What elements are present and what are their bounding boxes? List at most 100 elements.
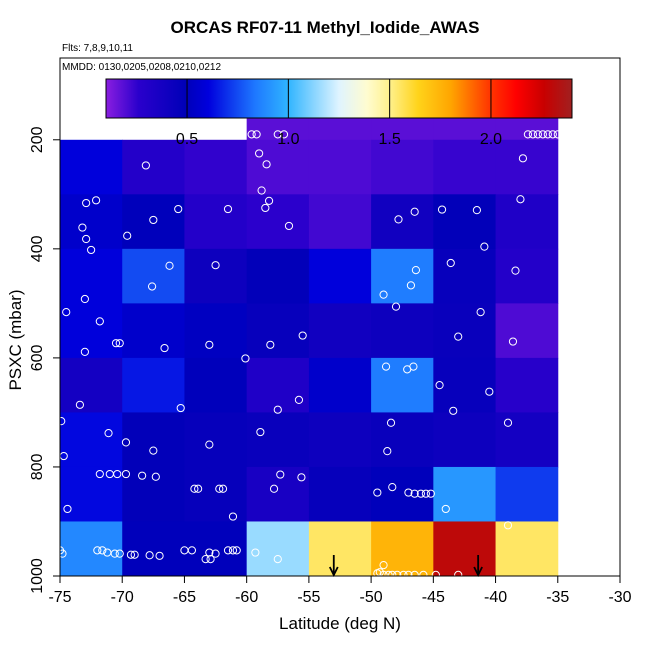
heatmap-cell — [495, 303, 559, 359]
sample-marker — [273, 405, 282, 414]
sample-marker — [269, 484, 279, 493]
sample-marker — [256, 427, 265, 437]
x-tick-label: -45 — [422, 589, 445, 606]
sample-marker — [262, 160, 271, 169]
heatmap-cell — [60, 521, 123, 577]
sample-marker — [503, 521, 513, 530]
sample-marker — [115, 339, 124, 348]
sample-marker — [149, 446, 158, 455]
sample-marker — [95, 317, 104, 326]
heatmap-cell — [308, 466, 372, 522]
heatmap-cell — [60, 412, 123, 468]
y-tick-label: 800 — [29, 454, 46, 481]
sample-marker — [388, 483, 397, 492]
heatmap-cell — [308, 303, 372, 359]
x-tick-label: -50 — [360, 589, 383, 606]
sample-marker — [80, 347, 89, 356]
sample-marker — [446, 258, 455, 268]
sample-marker — [218, 484, 228, 493]
x-tick-label: -60 — [235, 589, 258, 606]
sample-marker — [121, 469, 131, 479]
y-axis-label: PSXC (mbar) — [6, 289, 25, 391]
sample-marker — [411, 266, 421, 275]
plot-frame — [59, 57, 621, 577]
sample-marker — [190, 484, 199, 493]
dates-note: MMDD: 0130,0205,0208,0210,0212 — [62, 62, 222, 73]
flights-note: Flts: 7,8,9,10,11 — [62, 43, 133, 54]
heatmap-cell — [122, 521, 185, 577]
sample-marker — [435, 381, 444, 390]
sample-marker — [383, 447, 392, 456]
sample-marker — [406, 281, 416, 290]
heatmap-cell — [60, 194, 123, 250]
sample-marker — [516, 195, 525, 204]
sample-marker — [223, 204, 233, 214]
heatmap-cell — [495, 521, 559, 577]
heatmap-cell — [246, 248, 310, 304]
sample-marker — [91, 196, 101, 205]
sample-marker — [523, 130, 533, 139]
surface-arrow — [473, 555, 483, 578]
heatmap-cell — [433, 139, 497, 195]
heatmap-cell — [246, 194, 310, 250]
heatmap-cell — [433, 194, 497, 250]
heatmap-cell — [122, 139, 185, 195]
sample-marker — [379, 570, 388, 580]
sample-marker — [410, 570, 419, 580]
sample-marker — [165, 261, 174, 270]
sample-points — [55, 130, 562, 580]
heatmap-cell — [184, 466, 248, 522]
sample-marker — [480, 242, 489, 251]
heatmap-cell — [308, 194, 372, 250]
surface-arrows — [328, 555, 483, 578]
sample-marker — [449, 406, 458, 415]
heatmap-cell — [495, 412, 559, 468]
heatmap-cell — [495, 139, 559, 195]
heatmap-cell — [495, 466, 559, 522]
sample-marker — [211, 261, 220, 270]
x-tick-label: -40 — [484, 589, 507, 606]
sample-marker — [454, 332, 463, 341]
heatmap-cell — [495, 194, 559, 250]
x-axis: -75 -70 -65 -60 -55 -50 -45 -40 -35 -30 — [48, 576, 632, 606]
sample-marker — [82, 198, 91, 208]
sample-marker — [421, 489, 430, 498]
sample-marker — [228, 512, 238, 521]
sample-marker — [93, 546, 102, 555]
sample-marker — [174, 204, 183, 214]
sample-marker — [160, 343, 169, 353]
heatmap-cell — [308, 412, 372, 468]
heatmap-cell — [60, 303, 123, 359]
heatmap-cell — [184, 139, 248, 195]
sample-marker — [384, 570, 393, 580]
heatmap-cell — [371, 466, 434, 522]
sample-marker — [388, 570, 397, 580]
sample-marker — [393, 570, 402, 580]
x-tick-label: -55 — [297, 589, 320, 606]
sample-marker — [264, 196, 274, 205]
x-tick-label: -70 — [111, 589, 134, 606]
sample-marker — [391, 302, 401, 311]
sample-marker — [187, 546, 197, 555]
heatmap-cell — [122, 412, 185, 468]
sample-marker — [98, 546, 107, 555]
sample-marker — [410, 489, 419, 498]
heatmap-cell — [184, 248, 248, 304]
x-tick-label: -30 — [608, 589, 631, 606]
heatmap-cell — [60, 466, 123, 522]
chart-title: ORCAS RF07-11 Methyl_Iodide_AWAS — [170, 18, 480, 37]
sample-marker — [82, 234, 91, 244]
heatmap-cell — [371, 248, 434, 304]
sample-marker — [78, 223, 87, 232]
sample-marker — [126, 550, 136, 559]
sample-marker — [151, 472, 160, 481]
heatmap-cell — [184, 303, 248, 359]
sample-marker — [426, 489, 435, 498]
sample-marker — [298, 331, 307, 340]
y-tick-label: 1000 — [29, 558, 46, 594]
sample-marker — [437, 205, 447, 214]
sample-marker — [87, 245, 96, 255]
heatmap-cell — [184, 357, 248, 413]
heatmap-cell — [246, 139, 310, 195]
heatmap-cell — [371, 521, 434, 577]
